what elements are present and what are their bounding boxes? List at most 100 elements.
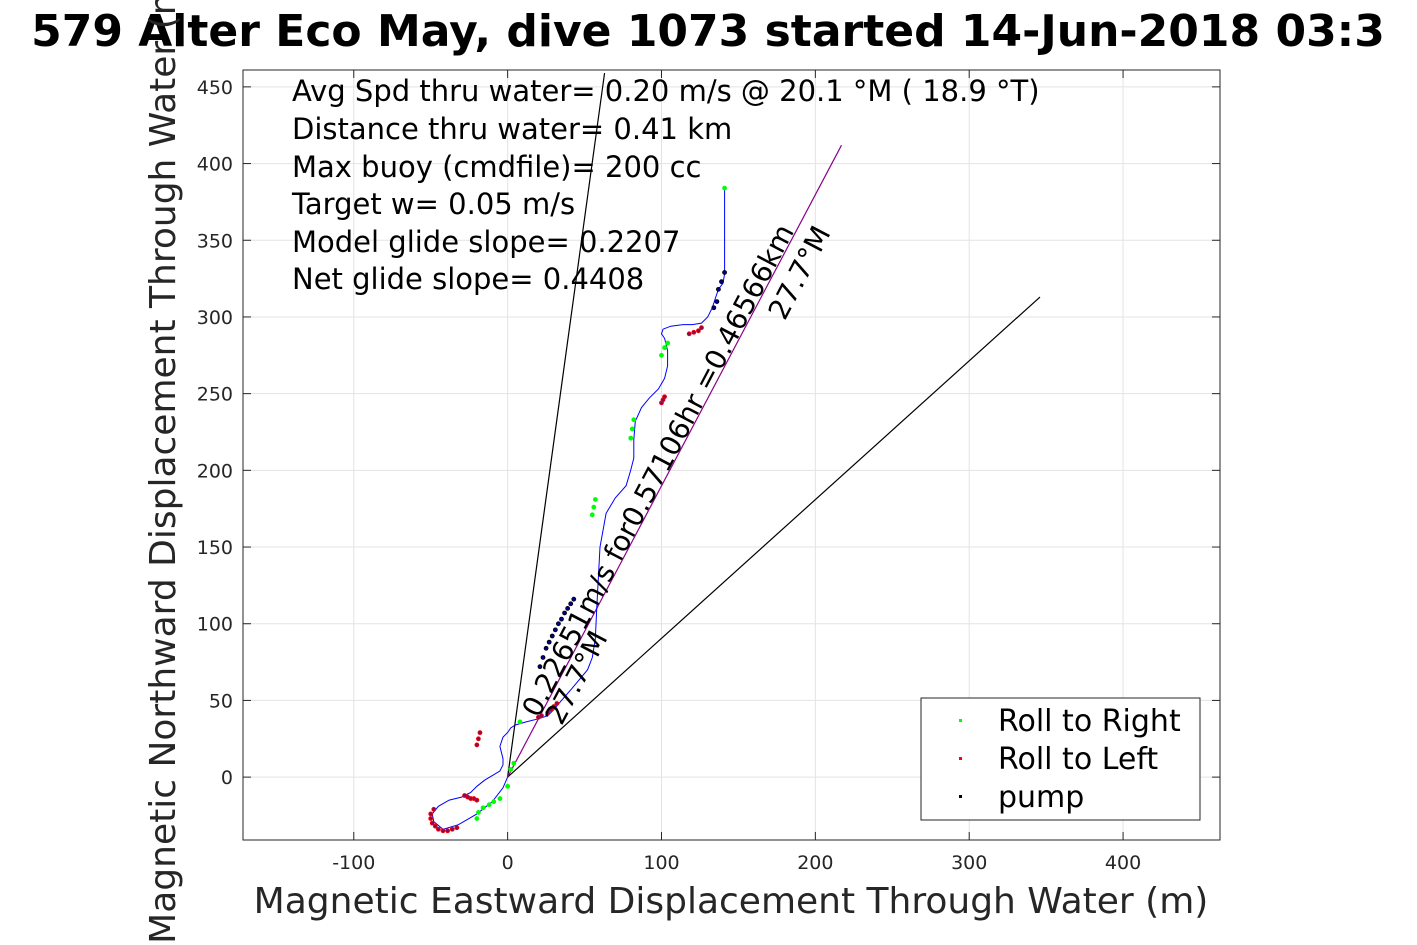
reference-line <box>507 72 606 778</box>
roll-left-marker <box>432 823 438 829</box>
stat-avg-speed: Avg Spd thru water= 0.20 m/s @ 20.1 °M (… <box>292 74 1040 108</box>
roll-right-marker <box>631 417 637 423</box>
roll-left-marker <box>431 806 437 812</box>
y-tick-label: 250 <box>197 384 233 406</box>
pump-marker <box>543 645 549 651</box>
y-tick-label: 400 <box>197 154 233 176</box>
roll-left-marker <box>554 701 560 706</box>
dive-statistics: Avg Spd thru water= 0.20 m/s @ 20.1 °M (… <box>291 74 1040 296</box>
roll-left-marker <box>477 730 483 736</box>
y-tick-label: 450 <box>197 77 233 99</box>
pump-marker <box>711 305 717 311</box>
y-tick-label: 50 <box>209 690 233 712</box>
roll-right-marker <box>722 185 727 191</box>
pump-marker <box>714 299 720 305</box>
roll-and-pump-markers <box>428 185 727 834</box>
stat-model-glide-slope: Model glide slope= 0.2207 <box>292 225 680 259</box>
pump-marker <box>562 610 567 616</box>
pump-marker <box>716 286 721 292</box>
pump-marker <box>559 616 564 622</box>
y-tick-label: 150 <box>197 537 233 559</box>
roll-left-marker <box>476 736 481 742</box>
roll-right-marker <box>486 802 492 808</box>
x-tick-label: 100 <box>643 852 679 874</box>
axis-ticks: -100 0 100 200 300 400 0 50 100 150 200 250 300 350 40… <box>197 70 1220 874</box>
roll-left-marker <box>699 325 704 331</box>
roll-left-marker <box>454 825 460 831</box>
pump-marker <box>540 655 546 660</box>
roll-left-marker <box>545 710 551 716</box>
roll-left-marker <box>686 331 692 337</box>
x-tick-label: 300 <box>951 852 987 874</box>
roll-left-marker <box>449 826 455 832</box>
roll-left-marker <box>428 816 434 821</box>
roll-right-marker <box>474 816 480 821</box>
figure-title: 579 Alter Eco May, dive 1073 started 14-… <box>31 6 1385 57</box>
roll-right-marker <box>497 796 503 801</box>
roll-right-marker <box>591 504 597 510</box>
roll-right-marker <box>665 340 671 346</box>
legend-label-pump: pump <box>998 780 1084 815</box>
y-tick-label: 200 <box>197 460 233 482</box>
roll-right-marker <box>508 767 514 772</box>
pump-marker <box>565 605 571 611</box>
pump-marker <box>571 596 577 602</box>
y-tick-label: 350 <box>197 230 233 252</box>
roll-right-marker <box>628 435 634 441</box>
roll-right-marker <box>659 352 664 358</box>
roll-right-marker <box>491 799 497 805</box>
reference-line <box>507 144 843 778</box>
roll-right-marker <box>592 497 598 502</box>
stat-max-buoy: Max buoy (cmdfile)= 200 cc <box>292 150 701 184</box>
roll-left-marker <box>551 704 557 709</box>
pump-marker <box>546 639 552 645</box>
y-tick-label: 100 <box>197 614 233 636</box>
pump-marker <box>556 621 561 627</box>
legend-marker-roll-left <box>959 757 962 760</box>
stat-net-glide-slope: Net glide slope= 0.4408 <box>292 262 644 296</box>
roll-left-marker <box>662 394 667 400</box>
roll-left-marker <box>435 826 441 832</box>
roll-left-marker <box>548 707 554 713</box>
x-tick-label: 400 <box>1105 852 1141 874</box>
roll-right-marker <box>589 512 595 518</box>
pump-marker <box>537 664 543 670</box>
roll-right-marker <box>517 719 523 725</box>
legend-label-roll-right: Roll to Right <box>998 704 1181 739</box>
stat-target-w: Target w= 0.05 m/s <box>291 187 575 221</box>
legend-label-roll-left: Roll to Left <box>998 742 1158 777</box>
y-axis-title: Magnetic Northward Displacement Through … <box>143 0 184 944</box>
pump-marker <box>719 279 724 285</box>
pump-marker <box>552 627 558 633</box>
x-tick-label: 0 <box>502 852 514 874</box>
grid-lines <box>243 70 1220 840</box>
x-tick-label: -100 <box>332 852 375 874</box>
roll-right-marker <box>629 426 635 432</box>
legend-marker-pump <box>959 795 962 798</box>
x-axis-title: Magnetic Eastward Displacement Through W… <box>254 881 1209 922</box>
reference-lines <box>507 72 1041 778</box>
roll-right-marker <box>662 345 667 351</box>
legend-marker-roll-right <box>959 719 962 722</box>
plot-frame <box>242 69 1221 841</box>
roll-left-marker <box>462 793 467 798</box>
roll-left-marker <box>428 811 434 817</box>
roll-left-marker <box>696 328 701 334</box>
roll-right-marker <box>476 809 481 815</box>
roll-left-marker <box>539 713 544 719</box>
pump-marker <box>722 270 727 275</box>
roll-right-marker <box>511 760 517 766</box>
roll-left-marker <box>429 820 435 826</box>
stat-distance: Distance thru water= 0.41 km <box>292 112 732 146</box>
reference-line <box>507 296 1041 778</box>
roll-left-marker <box>691 329 697 335</box>
y-tick-label: 300 <box>197 307 233 329</box>
roll-right-marker <box>480 805 486 811</box>
roll-left-marker <box>474 742 480 748</box>
legend-box <box>920 697 1201 821</box>
x-tick-label: 200 <box>797 852 833 874</box>
roll-left-marker <box>445 828 451 834</box>
pump-marker <box>568 601 574 607</box>
roll-right-marker <box>505 783 511 789</box>
